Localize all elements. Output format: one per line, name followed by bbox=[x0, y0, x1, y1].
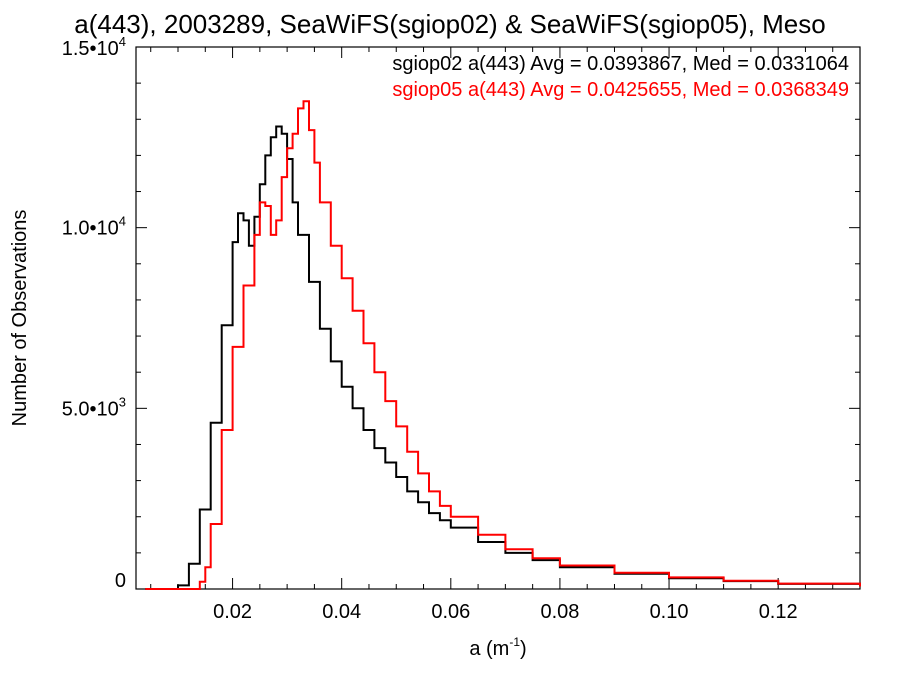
plot-frame bbox=[135, 46, 861, 590]
y-axis-label: Number of Observations bbox=[9, 210, 31, 427]
x-axis-label-end: ) bbox=[520, 638, 527, 660]
y-tick-label: 5.0•103 bbox=[62, 394, 126, 420]
y-tick-label: 1.0•104 bbox=[62, 214, 126, 240]
y-tick-label: 0 bbox=[115, 570, 126, 592]
x-tick-label: 0.08 bbox=[540, 601, 579, 623]
axis-ticks bbox=[136, 46, 860, 590]
y-tick-labels: 0 5.0•103 1.0•104 1.5•104 bbox=[62, 34, 126, 592]
x-axis-label: a (m-1) bbox=[469, 635, 526, 660]
x-axis-label-superscript: -1 bbox=[509, 635, 520, 649]
x-tick-labels: 0.02 0.04 0.06 0.08 0.10 0.12 bbox=[213, 601, 798, 623]
legend-entry-sgiop05: sgiop05 a(443) Avg = 0.0425655, Med = 0.… bbox=[392, 79, 849, 101]
x-tick-label: 0.06 bbox=[431, 601, 470, 623]
series-line-sgiop02 bbox=[145, 125, 861, 590]
chart-title: a(443), 2003289, SeaWiFS(sgiop02) & SeaW… bbox=[74, 9, 825, 39]
series-line-sgiop05 bbox=[145, 100, 861, 590]
x-tick-label: 0.02 bbox=[213, 601, 252, 623]
series-lines bbox=[145, 100, 861, 590]
x-tick-label: 0.10 bbox=[650, 601, 689, 623]
x-tick-label: 0.12 bbox=[759, 601, 798, 623]
legend-entry-sgiop02: sgiop02 a(443) Avg = 0.0393867, Med = 0.… bbox=[392, 53, 849, 75]
x-tick-label: 0.04 bbox=[322, 601, 361, 623]
y-tick-label: 1.5•104 bbox=[62, 34, 126, 60]
